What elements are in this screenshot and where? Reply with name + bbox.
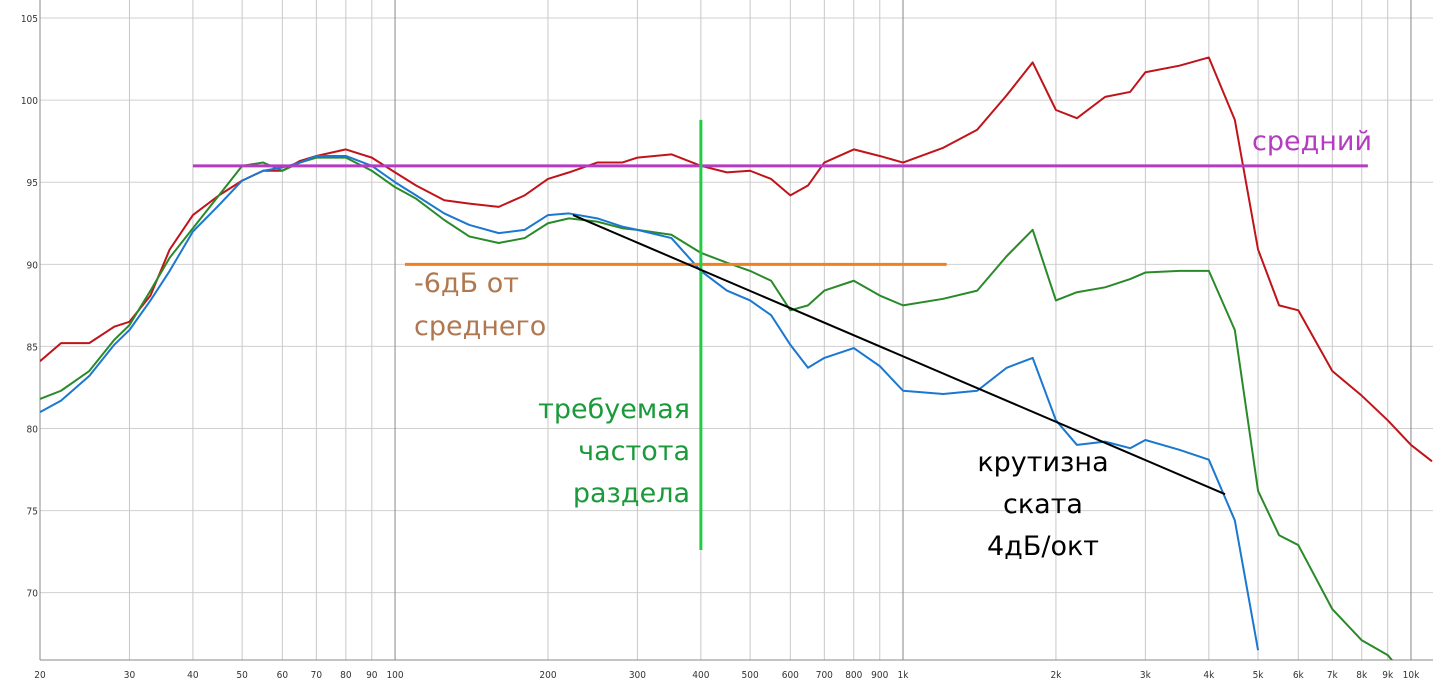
x-tick-label: 10k: [1403, 670, 1420, 681]
x-tick-label: 20: [34, 670, 46, 681]
annotation: требуемая частота раздела: [538, 394, 690, 509]
x-tick-label: 800: [845, 670, 862, 681]
x-tick-label: 3k: [1140, 670, 1152, 681]
annotation-line-text: ската: [1003, 489, 1083, 520]
series-line: [40, 156, 1394, 660]
annotation-line-text: раздела: [573, 478, 690, 509]
annotation-line-text: 4дБ/окт: [987, 531, 1099, 562]
y-tick-label: 95: [27, 178, 38, 189]
x-tick-label: 40: [187, 670, 199, 681]
x-tick-label: 300: [629, 670, 646, 681]
y-tick-label: 85: [27, 342, 38, 353]
x-tick-label: 200: [539, 670, 556, 681]
annotation: -6дБ от среднего: [414, 268, 546, 342]
y-tick-label: 80: [27, 425, 39, 436]
x-tick-label: 400: [692, 670, 709, 681]
annotation-line-text: частота: [578, 436, 690, 467]
x-tick-label: 80: [340, 670, 352, 681]
x-tick-label: 30: [124, 670, 136, 681]
x-tick-label: 9k: [1382, 670, 1394, 681]
x-tick-label: 5k: [1253, 670, 1265, 681]
x-tick-label: 900: [871, 670, 888, 681]
annotation-line-text: требуемая: [538, 394, 690, 425]
annotation-line-text: крутизна: [977, 447, 1108, 478]
plot-area: [40, 56, 1433, 660]
x-tick-label: 8k: [1356, 670, 1368, 681]
x-tick-label: 90: [366, 670, 378, 681]
annotation-line-text: -6дБ от: [414, 268, 519, 299]
x-tick-label: 6k: [1293, 670, 1305, 681]
annotation-line-text: средний: [1252, 126, 1372, 157]
x-tick-label: 1k: [898, 670, 910, 681]
annotation: крутизна ската 4дБ/окт: [977, 447, 1108, 562]
series-line: [40, 154, 1260, 651]
x-tick-label: 50: [236, 670, 248, 681]
x-tick-label: 600: [782, 670, 799, 681]
x-tick-label: 2k: [1050, 670, 1062, 681]
annotation-line-text: среднего: [414, 311, 546, 342]
x-tick-label: 500: [742, 670, 759, 681]
annotation: средний: [1252, 126, 1372, 157]
x-tick-label: 700: [816, 670, 833, 681]
x-tick-label: 7k: [1327, 670, 1339, 681]
x-tick-label: 70: [311, 670, 323, 681]
annotation-line: [572, 214, 1226, 496]
y-tick-label: 100: [21, 96, 38, 107]
x-tick-label: 100: [386, 670, 403, 681]
x-tick-label: 4k: [1203, 670, 1215, 681]
y-tick-label: 90: [27, 260, 39, 271]
y-tick-label: 105: [21, 14, 38, 25]
y-tick-label: 70: [27, 589, 39, 600]
x-tick-label: 60: [277, 670, 289, 681]
y-tick-label: 75: [27, 507, 38, 518]
